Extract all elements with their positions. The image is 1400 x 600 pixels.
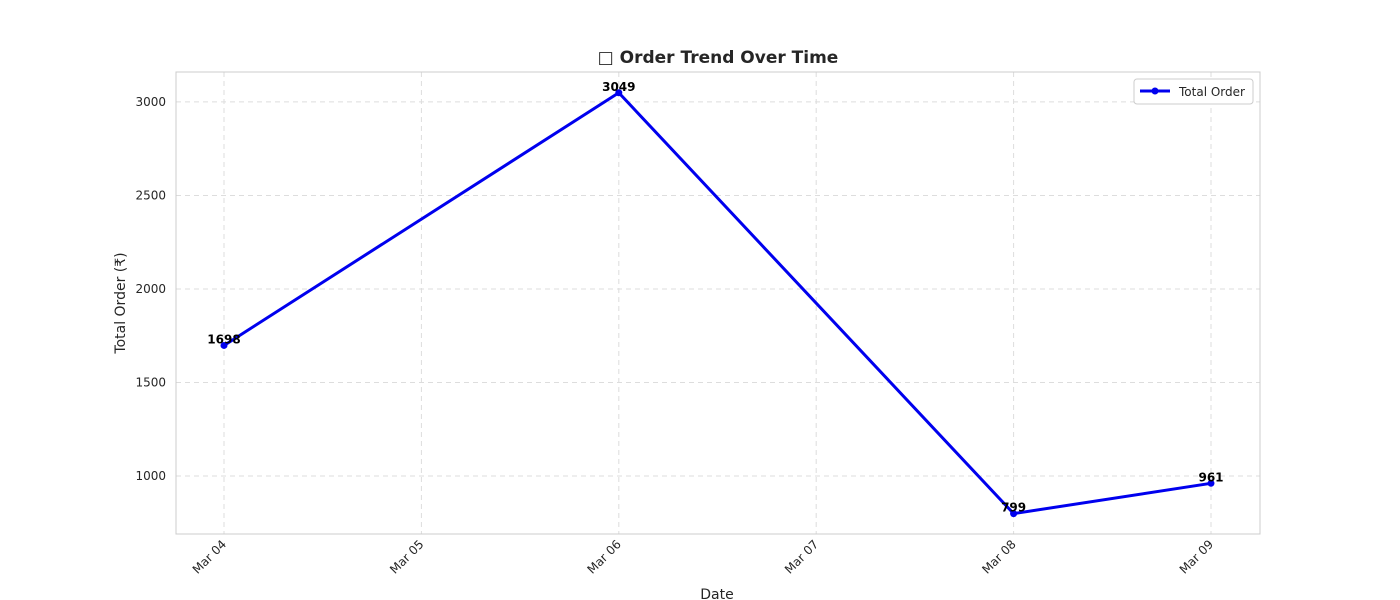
y-tick-label: 1000	[135, 469, 166, 483]
y-tick-label: 3000	[135, 95, 166, 109]
series	[220, 89, 1215, 518]
series-line	[223, 91, 1212, 516]
x-axis-label: Date	[700, 587, 733, 600]
y-tick-label: 2500	[135, 188, 166, 202]
legend-box	[1133, 78, 1254, 105]
x-tick-label: Mar 04	[190, 537, 229, 576]
y-tick-label: 1500	[135, 375, 166, 389]
y-axis: 1000 1500 2000 2500 3000	[135, 95, 166, 483]
data-point	[1010, 510, 1018, 518]
data-label: 961	[1198, 470, 1223, 484]
legend-label: Total Order	[1178, 85, 1245, 99]
x-tick-label: Mar 09	[1177, 537, 1216, 576]
data-label: 799	[1001, 501, 1026, 515]
y-tick-label: 2000	[135, 282, 166, 296]
plot-frame	[175, 71, 1261, 535]
x-tick-label: Mar 06	[585, 537, 624, 576]
data-point	[1207, 479, 1215, 487]
x-tick-label: Mar 07	[782, 537, 821, 576]
data-labels: 1698 3049 799 961	[207, 80, 1223, 515]
x-tick-label: Mar 08	[979, 537, 1018, 576]
data-label: 3049	[602, 80, 635, 94]
y-axis-label: Total Order (₹)	[113, 252, 129, 354]
data-point	[220, 341, 228, 349]
chart-title: □ Order Trend Over Time	[598, 48, 839, 68]
legend-marker	[1151, 87, 1159, 95]
x-axis: Mar 04 Mar 05 Mar 06 Mar 07 Mar 08 Mar 09	[190, 537, 1216, 576]
grid	[176, 72, 1260, 534]
data-point	[615, 89, 623, 97]
x-tick-label: Mar 05	[387, 537, 426, 576]
data-label: 1698	[207, 332, 240, 346]
legend: Total Order	[1133, 78, 1254, 105]
